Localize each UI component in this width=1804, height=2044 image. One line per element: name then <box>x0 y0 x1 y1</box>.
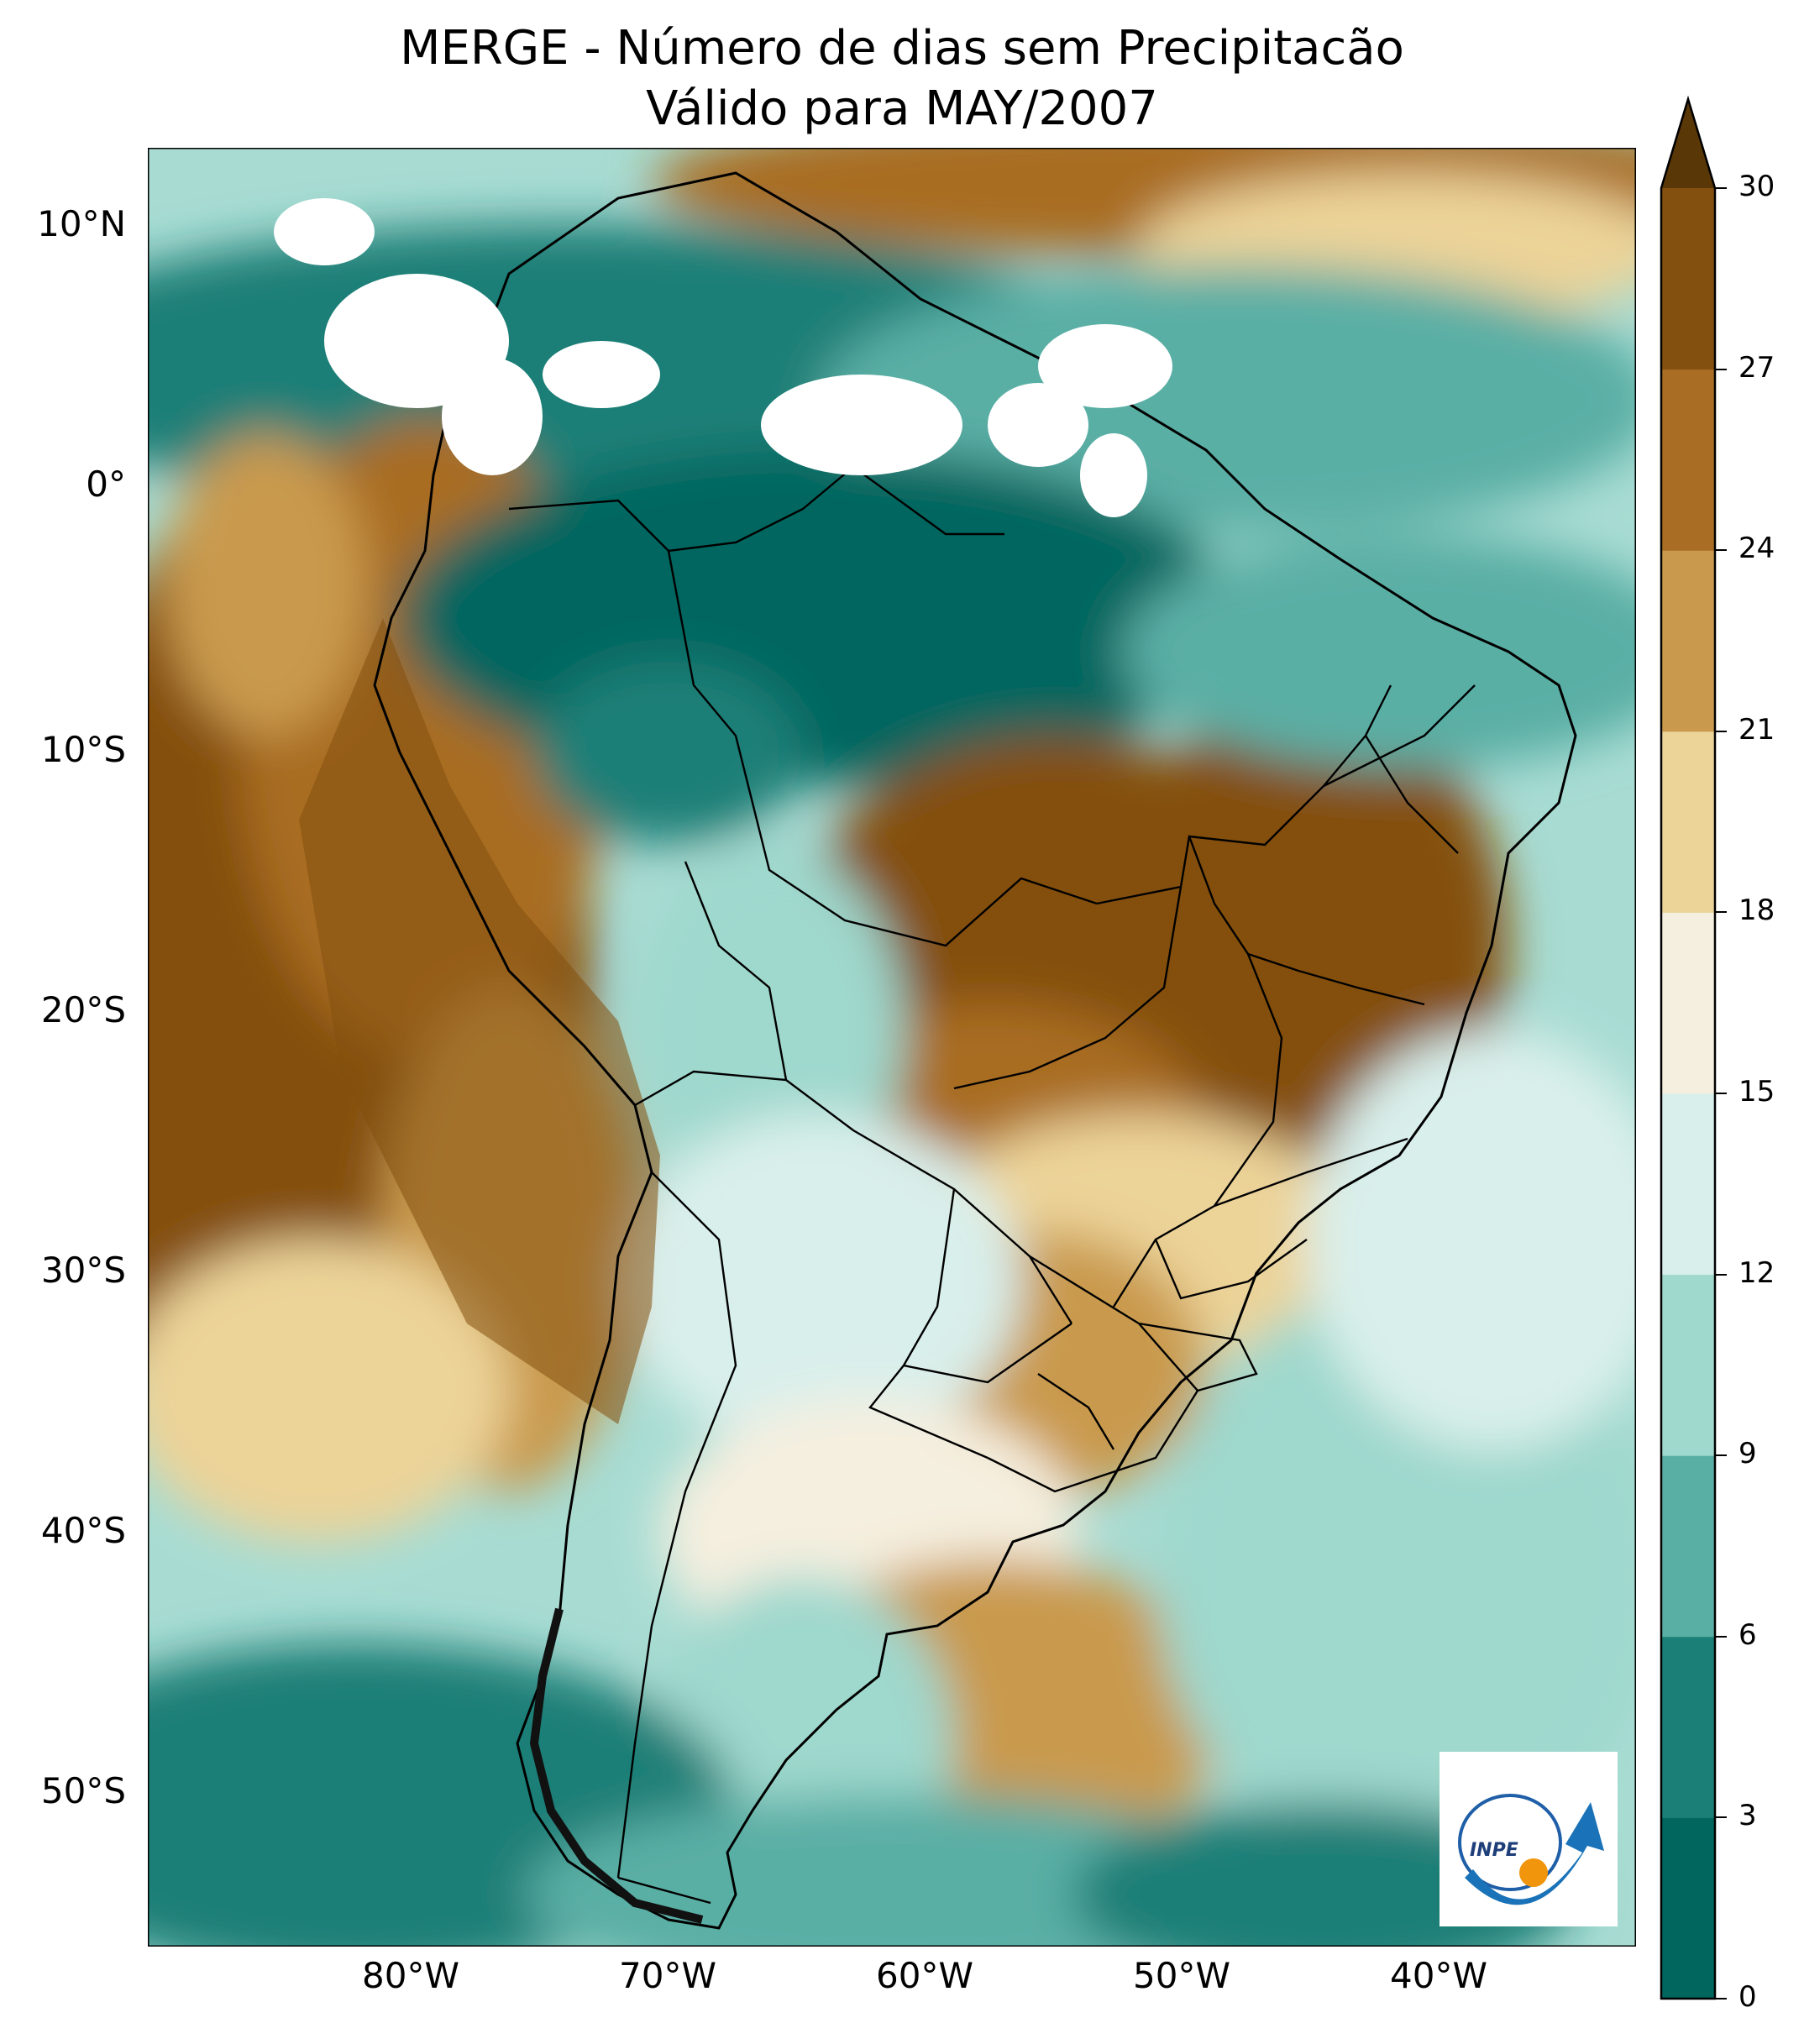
colorbar-tick-mark <box>1715 187 1727 189</box>
no-data-areas <box>274 198 1172 517</box>
lat-tick-10n: 10°N <box>37 203 126 244</box>
colorbar-tick-mark <box>1715 911 1727 914</box>
lon-tick-50w: 50°W <box>1133 1955 1230 1996</box>
colorbar-segment <box>1661 1274 1715 1456</box>
logo-sun-icon <box>1519 1858 1548 1887</box>
colorbar-tick-mark <box>1715 1093 1727 1094</box>
colorbar-tick-label: 18 <box>1738 894 1775 928</box>
lat-tick-0: 0° <box>86 464 126 505</box>
lon-tick-80w: 80°W <box>362 1955 459 1996</box>
chile-archipelago <box>529 1607 704 1924</box>
colorbar-tick-mark <box>1715 730 1727 732</box>
colorbar-tick-label: 9 <box>1738 1437 1757 1471</box>
colorbar-tick-label: 30 <box>1738 170 1775 203</box>
colorbar-segment <box>1661 1636 1715 1818</box>
pacific-dry-band <box>299 618 660 1424</box>
lon-tick-40w: 40°W <box>1390 1955 1487 1996</box>
map-subtitle: Válido para MAY/2007 <box>646 81 1158 136</box>
colorbar-tick-mark <box>1715 549 1727 552</box>
colorbar-tick-mark <box>1715 1273 1727 1276</box>
colorbar-segment <box>1661 550 1715 732</box>
colorbar-tick-label: 15 <box>1738 1075 1775 1108</box>
south-america-coastline <box>373 171 1577 1930</box>
lon-tick-70w: 70°W <box>619 1955 716 1996</box>
colorbar <box>1660 95 1717 2000</box>
lat-tick-50s: 50°S <box>40 1770 126 1811</box>
colorbar-tick-mark <box>1715 1454 1727 1457</box>
colorbar-segment <box>1661 1455 1715 1638</box>
colorbar-segment <box>1661 188 1715 370</box>
map-panel <box>148 148 1636 1947</box>
colorbar-segment <box>1661 1093 1715 1276</box>
colorbar-tick-label: 12 <box>1738 1255 1775 1290</box>
lat-tick-40s: 40°S <box>40 1510 126 1551</box>
colorbar-tick-label: 27 <box>1738 350 1775 385</box>
colorbar-segment <box>1661 1817 1715 1999</box>
colorbar-segment <box>1661 731 1715 913</box>
lat-tick-30s: 30°S <box>40 1250 126 1291</box>
colorbar-tick-mark <box>1715 1816 1727 1819</box>
colorbar-tick-label: 21 <box>1738 712 1775 747</box>
colorbar-tick-mark <box>1715 1635 1727 1638</box>
colorbar-tick-mark <box>1715 1998 1727 1999</box>
colorbar-tick-label: 3 <box>1738 1799 1757 1833</box>
country-borders <box>508 465 1476 1905</box>
lon-tick-60w: 60°W <box>876 1955 973 1996</box>
colorbar-extend-arrow <box>1661 99 1715 188</box>
logo-arrow-icon <box>1465 1802 1604 1905</box>
inpe-logo: INPE <box>1440 1752 1618 1926</box>
colorbar-segment <box>1661 912 1715 1094</box>
colorbar-tick-mark <box>1715 368 1727 370</box>
lat-tick-10s: 10°S <box>40 729 126 770</box>
colorbar-tick-label: 0 <box>1738 1980 1757 2014</box>
logo-text: INPE <box>1470 1840 1518 1861</box>
map-title: MERGE - Número de dias sem Precipitacão <box>400 21 1404 76</box>
logo-orbit-icon <box>1458 1794 1562 1891</box>
lat-tick-20s: 20°S <box>40 989 126 1030</box>
colorbar-tick-label: 6 <box>1738 1617 1757 1652</box>
colorbar-tick-label: 24 <box>1738 532 1775 566</box>
colorbar-segment <box>1661 369 1715 551</box>
